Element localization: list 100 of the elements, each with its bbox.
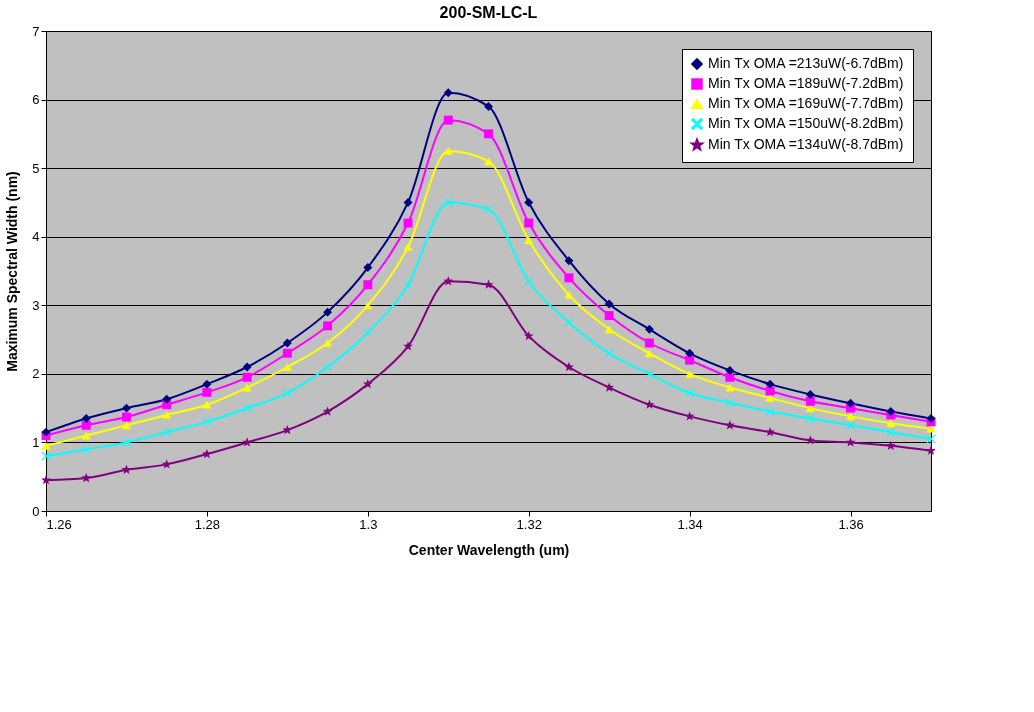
point <box>81 420 91 430</box>
legend-label: Min Tx OMA =213uW(-6.7dBm) <box>708 55 904 71</box>
point <box>805 413 815 423</box>
y-tick-label: 5 <box>32 160 40 176</box>
point <box>604 382 615 392</box>
y-tick-label: 2 <box>32 366 40 382</box>
point <box>443 88 453 98</box>
point <box>604 311 614 321</box>
point <box>162 394 172 404</box>
point <box>685 348 695 358</box>
point <box>403 341 413 351</box>
point <box>282 388 292 398</box>
point <box>484 157 493 166</box>
point <box>524 236 534 245</box>
point <box>323 339 333 347</box>
point <box>564 273 574 283</box>
point <box>926 445 936 455</box>
point <box>202 379 212 389</box>
x-axis-title: Center Wavelength (um) <box>408 541 570 558</box>
x-tick-label: 1.34 <box>677 516 703 532</box>
x-tick-label: 1.32 <box>516 516 542 532</box>
point <box>121 421 131 430</box>
point <box>805 435 816 445</box>
point <box>845 437 856 447</box>
point <box>282 424 293 435</box>
point <box>725 372 735 382</box>
point <box>644 399 655 409</box>
y-tick-label: 7 <box>32 23 40 39</box>
y-tick-label: 3 <box>32 297 40 313</box>
point <box>323 307 333 317</box>
point <box>484 204 493 214</box>
point <box>685 355 695 365</box>
point <box>41 427 51 437</box>
point <box>363 263 373 273</box>
point <box>765 379 775 389</box>
point <box>604 348 614 358</box>
legend-label: Min Tx OMA =189uW(-7.2dBm) <box>708 75 904 91</box>
legend-label: Min Tx OMA =169uW(-7.7dBm) <box>708 95 904 111</box>
point <box>202 400 212 409</box>
point <box>121 403 131 413</box>
point <box>202 417 212 427</box>
point <box>483 279 494 289</box>
point <box>323 362 333 372</box>
point <box>81 413 91 423</box>
point <box>846 398 856 408</box>
point <box>523 331 534 341</box>
point <box>443 276 454 286</box>
point <box>524 276 534 286</box>
point <box>604 299 614 309</box>
point <box>242 362 252 372</box>
point <box>684 411 695 421</box>
point <box>322 406 333 416</box>
point <box>524 218 534 228</box>
point <box>805 389 815 399</box>
point <box>846 412 856 421</box>
point <box>41 475 51 485</box>
point <box>403 243 413 251</box>
point <box>363 280 373 290</box>
point <box>724 420 735 430</box>
point <box>685 369 695 378</box>
legend-label: Min Tx OMA =150uW(-8.2dBm) <box>708 115 904 131</box>
point <box>685 388 695 398</box>
point <box>564 361 574 372</box>
x-tick-label: 1.26 <box>46 516 72 532</box>
point <box>644 369 654 379</box>
point <box>885 440 896 451</box>
chart-title: 200-SM-LC-L <box>439 4 538 21</box>
point <box>886 419 896 428</box>
point <box>484 129 493 139</box>
y-tick-label: 6 <box>32 92 40 108</box>
point <box>323 321 333 331</box>
point <box>121 464 132 475</box>
x-tick-label: 1.36 <box>838 516 864 532</box>
y-tick-label: 0 <box>32 503 40 519</box>
x-tick-label: 1.3 <box>359 516 378 532</box>
point <box>202 387 212 397</box>
point <box>604 325 614 334</box>
point <box>403 218 413 228</box>
point <box>805 404 815 413</box>
point <box>282 363 292 371</box>
point <box>805 396 815 406</box>
point <box>81 472 92 483</box>
x-tick-label: 1.28 <box>194 516 221 532</box>
point <box>765 427 775 437</box>
point <box>403 280 413 290</box>
point <box>484 101 493 111</box>
point <box>846 420 856 430</box>
point <box>564 291 574 299</box>
point <box>644 338 654 348</box>
point <box>564 256 574 266</box>
point <box>725 398 735 408</box>
point <box>282 338 292 348</box>
point <box>363 301 373 310</box>
point <box>644 324 654 334</box>
point <box>282 348 292 358</box>
point <box>725 365 735 375</box>
y-axis-title: Maximum Spectral Width (nm) <box>4 171 21 372</box>
y-tick-label: 1 <box>32 434 40 450</box>
point <box>765 407 775 417</box>
point <box>403 197 413 207</box>
